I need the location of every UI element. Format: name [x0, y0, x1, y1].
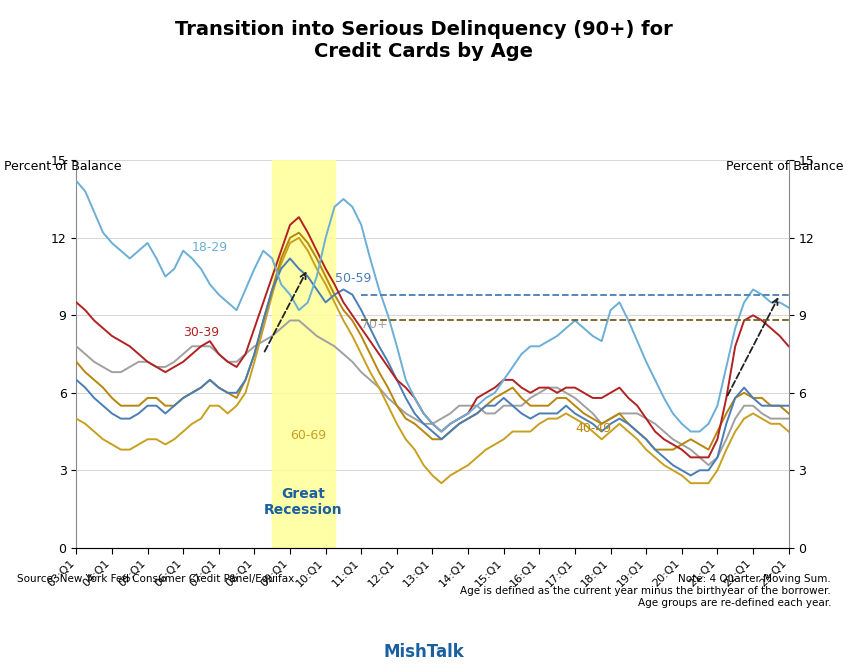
Text: 18-29: 18-29 [192, 240, 228, 254]
Text: Great
Recession: Great Recession [264, 486, 343, 517]
Text: 40-49: 40-49 [575, 422, 611, 434]
Text: Source: New York Fed Consumer Credit Panel/Equifax: Source: New York Fed Consumer Credit Pan… [17, 574, 294, 584]
Text: 30-39: 30-39 [183, 326, 220, 339]
Text: Transition into Serious Delinquency (90+) for
Credit Cards by Age: Transition into Serious Delinquency (90+… [176, 20, 672, 61]
Text: Percent of Balance: Percent of Balance [4, 160, 122, 173]
Text: Percent of Balance: Percent of Balance [726, 160, 844, 173]
Text: 70+: 70+ [361, 318, 388, 331]
Bar [272, 160, 334, 548]
Text: 50-59: 50-59 [334, 272, 371, 285]
Text: MishTalk: MishTalk [383, 643, 465, 661]
Text: Note: 4 Quarter Moving Sum.
Age is defined as the current year minus the birthye: Note: 4 Quarter Moving Sum. Age is defin… [460, 574, 831, 608]
Text: 60-69: 60-69 [290, 430, 326, 442]
